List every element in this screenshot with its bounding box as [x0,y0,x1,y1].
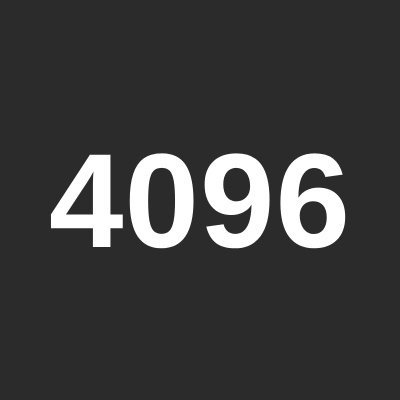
tile-value: 4096 [48,127,352,276]
